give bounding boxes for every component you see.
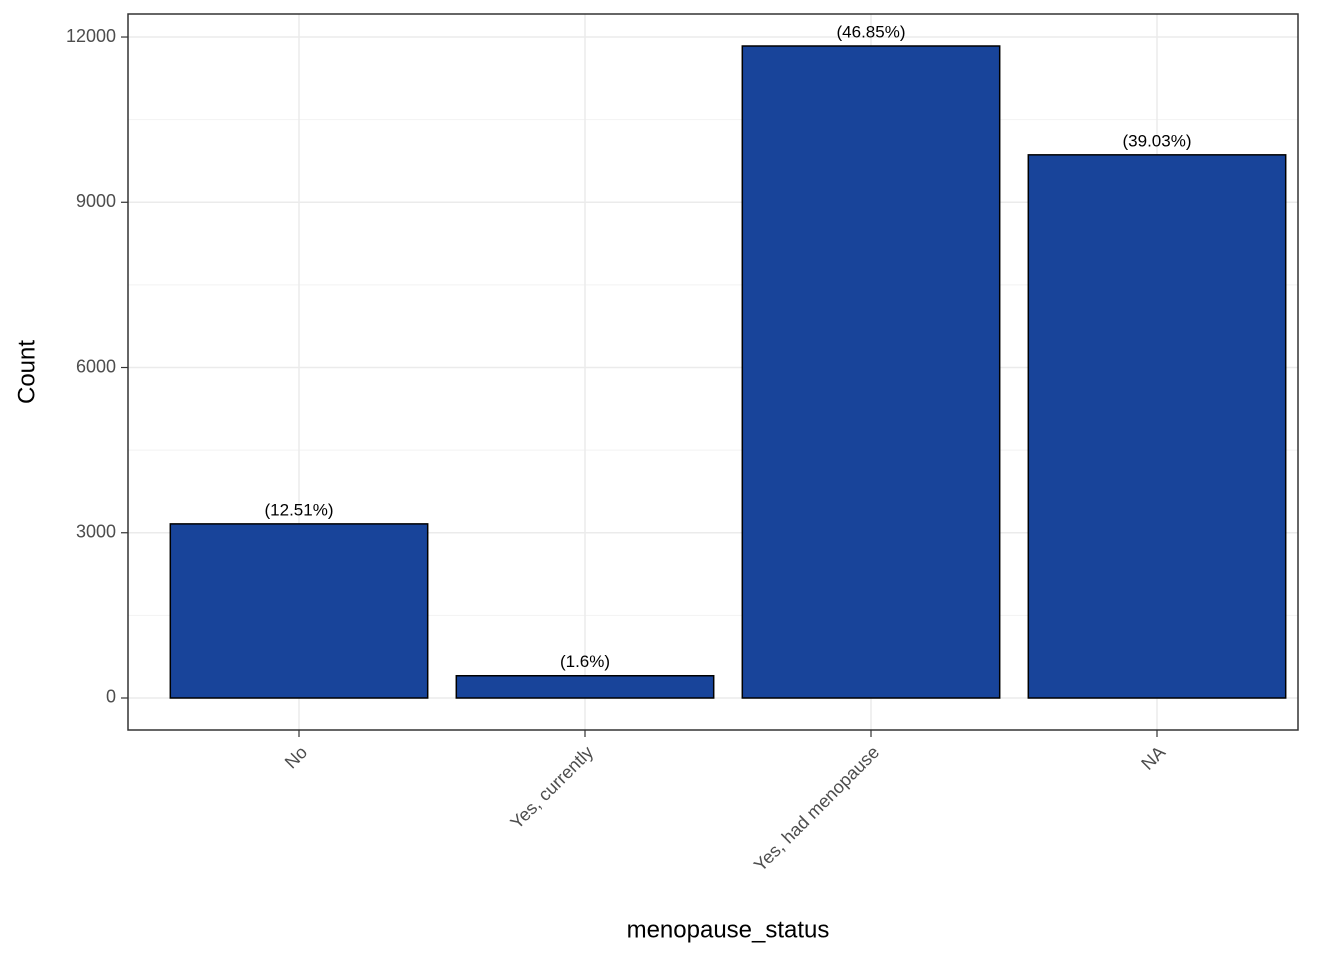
value-label: (46.85%) bbox=[837, 22, 906, 41]
bar bbox=[455, 674, 715, 699]
x-tick-label: NA bbox=[1137, 742, 1169, 774]
y-axis-title: Count bbox=[13, 340, 40, 404]
y-tick-label: 12000 bbox=[66, 26, 116, 46]
y-tick-label: 9000 bbox=[76, 191, 116, 211]
x-tick-label: Yes, had menopause bbox=[750, 742, 883, 875]
y-tick-label: 3000 bbox=[76, 522, 116, 542]
value-label: (39.03%) bbox=[1123, 131, 1192, 150]
y-tick-label: 6000 bbox=[76, 356, 116, 376]
x-axis-title: menopause_status bbox=[627, 916, 830, 943]
bar bbox=[169, 523, 429, 699]
plot-border bbox=[127, 13, 1299, 731]
value-label: (12.51%) bbox=[265, 500, 334, 519]
value-label: (1.6%) bbox=[560, 652, 610, 671]
x-tick-label: No bbox=[281, 742, 311, 772]
x-tick-label: Yes, currently bbox=[506, 742, 597, 833]
y-tick-label: 0 bbox=[106, 687, 116, 707]
bar bbox=[741, 45, 1001, 699]
bar bbox=[1027, 154, 1287, 699]
